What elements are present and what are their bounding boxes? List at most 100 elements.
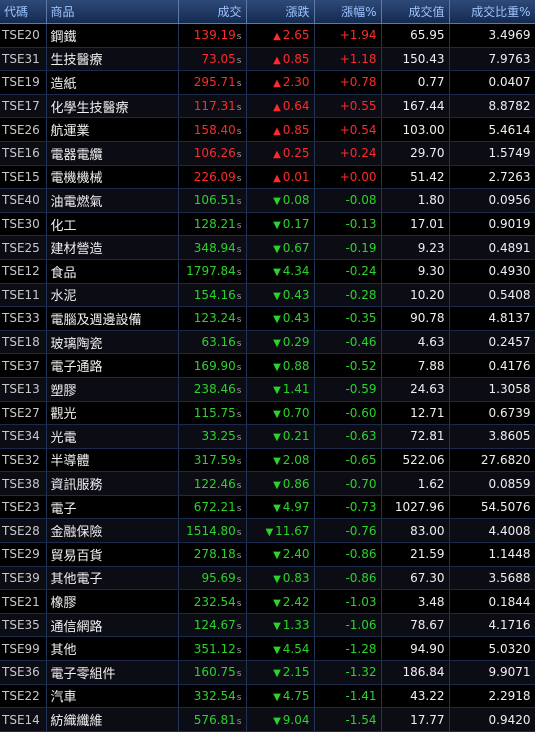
price-suffix: s [236,150,242,161]
column-header-code[interactable]: 代碼 [0,0,47,24]
change-cell: ▼ 0.83 [246,566,315,591]
index-name: 半導體 [46,448,179,473]
trade-ratio: 27.6820 [449,448,535,473]
change-value: 0.25 [282,146,310,161]
table-body: TSE20 鋼鐵 139.19s ▲ 2.65 +1.94 65.95 3.4969 TSE31… [0,23,535,732]
price-value: 106.51 [193,193,236,208]
table-row[interactable]: TSE39 其他電子 95.69s ▼ 0.83 -0.86 67.30 3.5688 [0,566,535,591]
table-row[interactable]: TSE15 電機機械 226.09s ▲ 0.01 +0.00 51.42 2.7263 [0,165,535,190]
price-suffix: s [236,244,242,255]
table-row[interactable]: TSE17 化學生技醫療 117.31s ▲ 0.64 +0.55 167.44 8.8782 [0,94,535,119]
down-arrow-icon: ▼ [273,361,281,373]
change-value: 0.43 [282,311,310,326]
change-cell: ▲ 0.85 [246,47,315,72]
index-code: TSE20 [0,23,47,48]
price-suffix: s [236,527,242,538]
table-row[interactable]: TSE31 生技醫療 73.05s ▲ 0.85 +1.18 150.43 7.9763 [0,47,535,72]
table-row[interactable]: TSE29 貿易百貨 278.18s ▼ 2.40 -0.86 21.59 1.1448 [0,542,535,567]
trade-value: 103.00 [381,117,450,142]
price-suffix: s [236,32,242,43]
price-suffix: s [236,268,242,279]
table-row[interactable]: TSE27 觀光 115.75s ▼ 0.70 -0.60 12.71 0.6739 [0,401,535,426]
index-name: 電腦及週邊設備 [46,306,179,331]
table-row[interactable]: TSE36 電子零組件 160.75s ▼ 2.15 -1.32 186.84 9.9071 [0,660,535,685]
table-row[interactable]: TSE35 通信網路 124.67s ▼ 1.33 -1.06 78.67 4.1716 [0,613,535,638]
percent-change: -0.46 [314,330,382,355]
table-row[interactable]: TSE23 電子 672.21s ▼ 4.97 -0.73 1027.96 54.5076 [0,495,535,520]
percent-change: +1.18 [314,47,382,72]
index-name: 建材營造 [46,235,179,260]
price-value: 95.69 [201,570,236,585]
index-name: 通信網路 [46,613,179,638]
table-row[interactable]: TSE26 航運業 158.40s ▲ 0.85 +0.54 103.00 5.4614 [0,117,535,142]
trade-ratio: 0.4930 [449,259,535,284]
down-arrow-icon: ▼ [273,408,281,420]
column-header-ratio[interactable]: 成交比重% [449,0,535,24]
table-row[interactable]: TSE13 塑膠 238.46s ▼ 1.41 -0.59 24.63 1.3058 [0,377,535,402]
change-cell: ▼ 0.08 [246,188,315,213]
index-name: 紡織纖維 [46,707,179,732]
price-cell: 154.16s [178,283,247,308]
table-row[interactable]: TSE99 其他 351.12s ▼ 4.54 -1.28 94.90 5.0320 [0,636,535,662]
price-value: 154.16 [193,287,236,302]
index-name: 電子通路 [46,353,179,378]
index-code: TSE18 [0,330,47,355]
table-row[interactable]: TSE34 光電 33.25s ▼ 0.21 -0.63 72.81 3.8605 [0,424,535,449]
table-row[interactable]: TSE16 電器電纜 106.26s ▲ 0.25 +0.24 29.70 1.5749 [0,141,535,166]
column-header-percent[interactable]: 漲幅% [314,0,382,24]
price-cell: 33.25s [178,424,247,449]
change-cell: ▲ 0.25 [246,141,315,166]
trade-value: 67.30 [381,566,450,591]
table-row[interactable]: TSE40 油電燃氣 106.51s ▼ 0.08 -0.08 1.80 0.0956 [0,188,535,213]
table-row[interactable]: TSE25 建材營造 348.94s ▼ 0.67 -0.19 9.23 0.4891 [0,235,535,260]
table-row[interactable]: TSE11 水泥 154.16s ▼ 0.43 -0.28 10.20 0.5408 [0,283,535,308]
index-code: TSE36 [0,660,47,685]
column-header-price[interactable]: 成交 [178,0,247,24]
percent-change: -1.03 [314,589,382,614]
table-row[interactable]: TSE20 鋼鐵 139.19s ▲ 2.65 +1.94 65.95 3.4969 [0,23,535,48]
change-cell: ▼ 0.21 [246,424,315,449]
change-value: 4.34 [282,264,310,279]
change-cell: ▲ 0.64 [246,94,315,119]
table-row[interactable]: TSE37 電子通路 169.90s ▼ 0.88 -0.52 7.88 0.4176 [0,353,535,378]
index-code: TSE25 [0,235,47,260]
down-arrow-icon: ▼ [273,573,281,585]
table-row[interactable]: TSE28 金融保險 1514.80s ▼ 11.67 -0.76 83.00 4.4008 [0,518,535,544]
price-value: 115.75 [193,405,236,420]
up-arrow-icon: ▲ [273,172,281,184]
price-value: 672.21 [193,500,236,515]
price-suffix: s [236,291,242,302]
price-suffix: s [236,55,242,66]
column-header-change[interactable]: 漲跌 [246,0,315,24]
table-row[interactable]: TSE14 紡織纖維 576.81s ▼ 9.04 -1.54 17.77 0.9420 [0,707,535,732]
down-arrow-icon: ▼ [273,479,281,491]
price-cell: 238.46s [178,377,247,402]
down-arrow-icon: ▼ [273,691,281,703]
trade-value: 1027.96 [381,495,450,520]
price-cell: 106.51s [178,188,247,213]
price-value: 295.71 [193,75,236,90]
table-row[interactable]: TSE38 資訊服務 122.46s ▼ 0.86 -0.70 1.62 0.0859 [0,471,535,496]
table-row[interactable]: TSE12 食品 1797.84s ▼ 4.34 -0.24 9.30 0.4930 [0,259,535,284]
change-value: 2.65 [282,28,310,43]
column-header-value[interactable]: 成交值 [381,0,450,24]
percent-change: +0.00 [314,165,382,190]
index-code: TSE38 [0,471,47,496]
price-cell: 351.12s [178,636,247,662]
table-row[interactable]: TSE33 電腦及週邊設備 123.24s ▼ 0.43 -0.35 90.78 4.8137 [0,306,535,331]
change-cell: ▼ 11.67 [246,518,315,544]
change-cell: ▼ 2.08 [246,448,315,473]
price-suffix: s [236,551,242,562]
column-header-name[interactable]: 商品 [46,0,179,24]
table-row[interactable]: TSE18 玻璃陶瓷 63.16s ▼ 0.29 -0.46 4.63 0.2457 [0,330,535,355]
change-cell: ▼ 2.40 [246,542,315,567]
percent-change: +1.94 [314,23,382,48]
table-row[interactable]: TSE22 汽車 332.54s ▼ 4.75 -1.41 43.22 2.2918 [0,684,535,709]
price-value: 124.67 [193,618,236,633]
table-row[interactable]: TSE30 化工 128.21s ▼ 0.17 -0.13 17.01 0.9019 [0,212,535,237]
table-row[interactable]: TSE21 橡膠 232.54s ▼ 2.42 -1.03 3.48 0.1844 [0,589,535,614]
trade-value: 4.63 [381,330,450,355]
table-row[interactable]: TSE32 半導體 317.59s ▼ 2.08 -0.65 522.06 27.6820 [0,448,535,473]
percent-change: +0.78 [314,70,382,95]
table-row[interactable]: TSE19 造紙 295.71s ▲ 2.30 +0.78 0.77 0.0407 [0,70,535,95]
